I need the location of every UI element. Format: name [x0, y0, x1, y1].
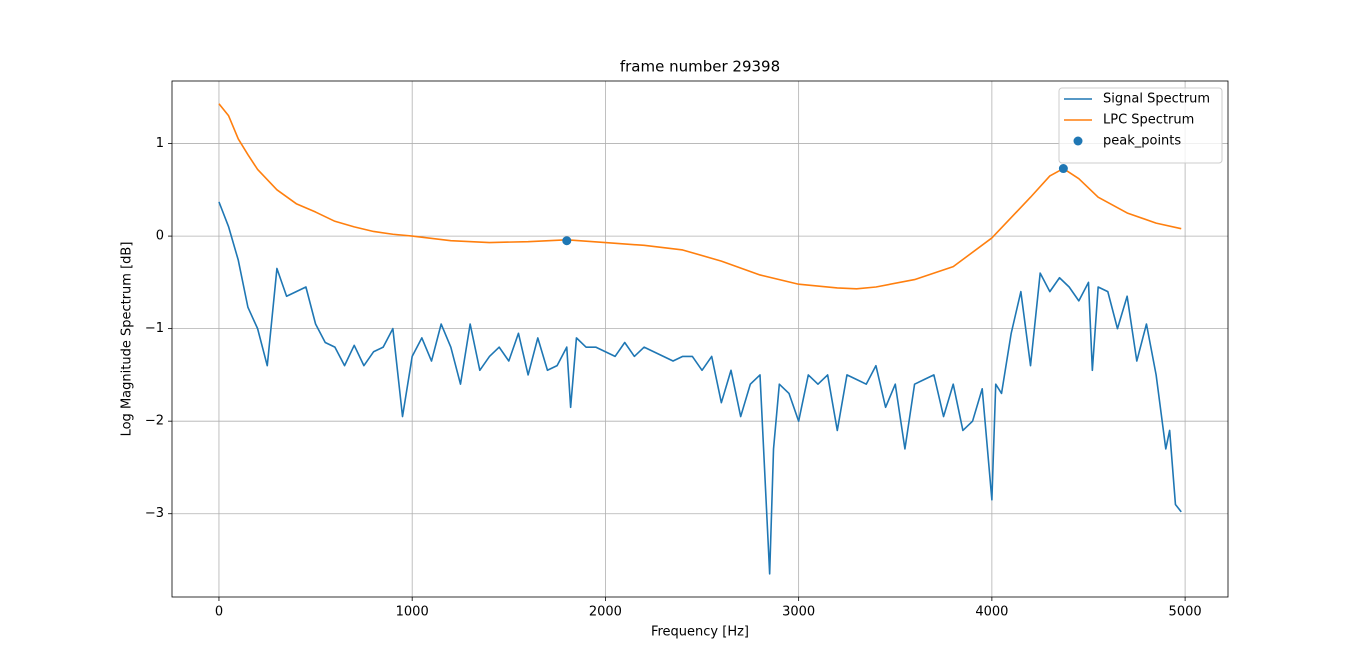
y-tick-label: 1	[156, 136, 164, 151]
plot-frame	[171, 80, 1229, 598]
x-tick-label: 3000	[782, 605, 815, 620]
x-tick-label: 4000	[975, 605, 1008, 620]
legend-label: LPC Spectrum	[1103, 113, 1194, 128]
legend-marker	[1073, 136, 1083, 146]
series-line	[218, 103, 1182, 290]
x-tick-label: 5000	[1169, 605, 1202, 620]
peak-point	[562, 236, 572, 246]
y-tick-label: −1	[145, 321, 164, 336]
chart-title: frame number 29398	[620, 58, 780, 76]
peak-point	[1058, 164, 1068, 174]
y-axis-label: Log Magnitude Spectrum [dB]	[120, 242, 135, 437]
x-tick-label: 1000	[396, 605, 429, 620]
x-axis-label: Frequency [Hz]	[651, 625, 749, 640]
y-tick-label: −3	[145, 506, 164, 521]
x-tick-label: 0	[215, 605, 223, 620]
y-tick-label: −2	[145, 414, 164, 429]
legend-box	[1058, 87, 1223, 164]
series-line	[218, 201, 1182, 575]
legend-label: peak_points	[1103, 134, 1181, 149]
legend-label: Signal Spectrum	[1103, 92, 1210, 107]
x-tick-label: 2000	[589, 605, 622, 620]
y-tick-label: 0	[156, 229, 164, 244]
